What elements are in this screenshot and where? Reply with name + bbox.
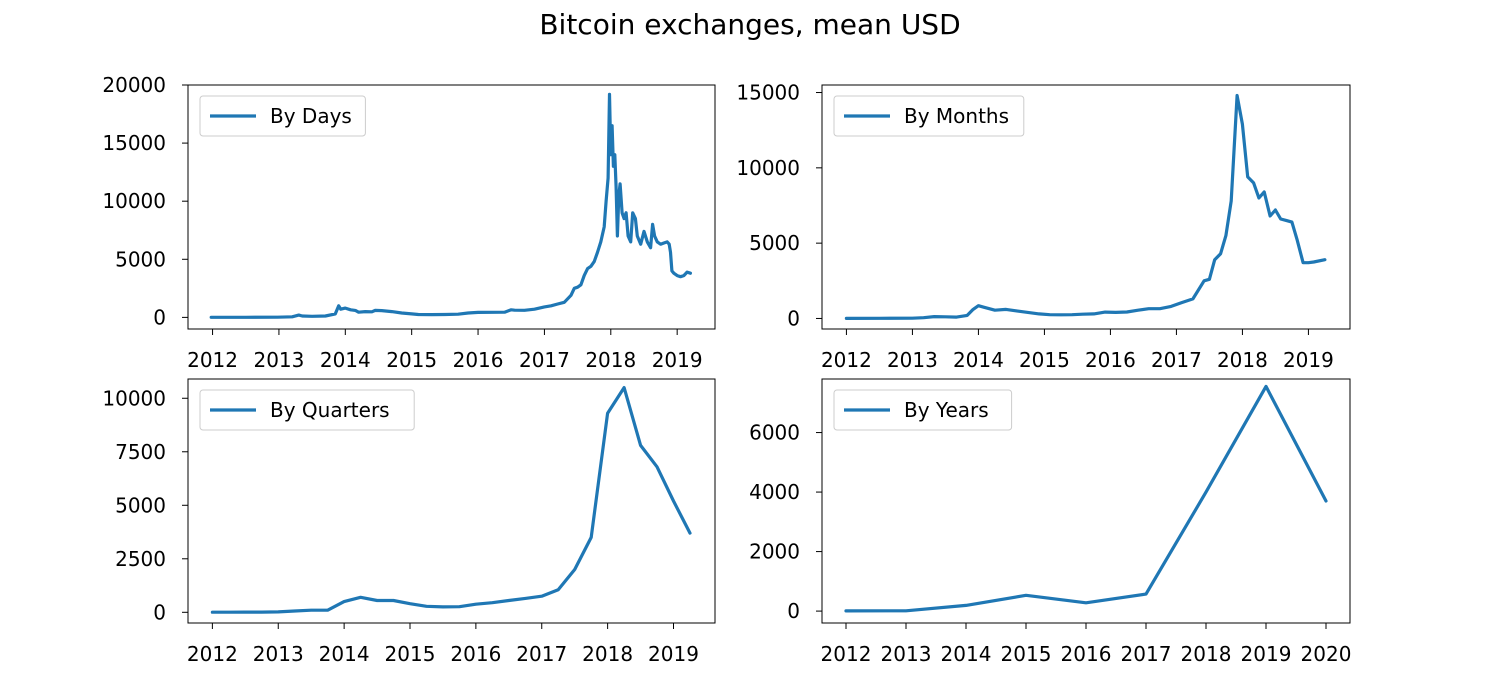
chart-by-years: 2012 2013 2014 2015 2016 2017 2018 2019 2020 0 200… xyxy=(749,378,1352,666)
series-line xyxy=(210,386,692,614)
x-tick-label: 2016 xyxy=(1061,642,1112,666)
y-tick-label: 10000 xyxy=(736,156,800,180)
plot-frame xyxy=(187,84,716,330)
y-tick-label: 20000 xyxy=(102,73,166,97)
x-tick-label: 2018 xyxy=(585,348,636,372)
x-tick-label: 2014 xyxy=(319,642,370,666)
x-tick-label: 2016 xyxy=(1085,348,1136,372)
series-line xyxy=(844,384,1328,613)
legend xyxy=(833,389,1013,431)
x-tick-label: 2018 xyxy=(1217,348,1268,372)
x-tick-label: 2019 xyxy=(652,348,703,372)
chart-by-days: 2012 2013 2014 2015 2016 2017 2018 2019 0 5000 100… xyxy=(102,73,716,372)
y-tick-label: 0 xyxy=(787,306,800,330)
x-tick-label: 2014 xyxy=(320,348,371,372)
x-tick-label: 2016 xyxy=(450,642,501,666)
y-tick-label: 0 xyxy=(787,599,800,623)
y-tick-label: 10000 xyxy=(102,189,166,213)
series-line xyxy=(209,92,692,319)
legend-label: By Months xyxy=(904,104,1009,128)
legend xyxy=(199,95,366,137)
chart-by-quarters: 2012 2013 2014 2015 2016 2017 2018 2019 0 2500 500… xyxy=(102,378,716,666)
y-tick-label: 15000 xyxy=(102,131,166,155)
legend-label: By Years xyxy=(904,398,989,422)
y-tick-label: 7500 xyxy=(115,440,166,464)
x-tick-label: 2015 xyxy=(1001,642,1052,666)
y-tick-label: 15000 xyxy=(736,81,800,105)
x-tick-label: 2020 xyxy=(1301,642,1352,666)
y-tick-label: 6000 xyxy=(749,421,800,445)
x-tick-label: 2013 xyxy=(253,348,304,372)
x-tick-label: 2017 xyxy=(519,348,570,372)
y-tick-label: 5000 xyxy=(115,493,166,517)
x-tick-label: 2012 xyxy=(821,642,872,666)
plot-frame xyxy=(187,378,716,624)
series-line xyxy=(844,93,1327,320)
x-tick-label: 2015 xyxy=(1019,348,1070,372)
x-tick-label: 2016 xyxy=(453,348,504,372)
x-tick-label: 2015 xyxy=(386,348,437,372)
legend xyxy=(833,95,1025,137)
x-tick-label: 2012 xyxy=(187,348,238,372)
y-tick-label: 0 xyxy=(153,600,166,624)
y-tick-label: 0 xyxy=(153,305,166,329)
x-tick-label: 2013 xyxy=(887,348,938,372)
x-tick-label: 2019 xyxy=(648,642,699,666)
legend xyxy=(199,389,415,431)
legend-label: By Quarters xyxy=(270,398,390,422)
x-tick-label: 2017 xyxy=(1151,348,1202,372)
x-tick-label: 2018 xyxy=(1181,642,1232,666)
legend-label: By Days xyxy=(270,104,352,128)
x-tick-label: 2014 xyxy=(953,348,1004,372)
y-tick-label: 10000 xyxy=(102,386,166,410)
x-tick-label: 2015 xyxy=(385,642,436,666)
figure-title: Bitcoin exchanges, mean USD xyxy=(539,8,961,41)
y-tick-label: 4000 xyxy=(749,480,800,504)
x-tick-label: 2019 xyxy=(1241,642,1292,666)
y-tick-label: 5000 xyxy=(115,247,166,271)
x-tick-label: 2012 xyxy=(187,642,238,666)
x-tick-label: 2017 xyxy=(1121,642,1172,666)
chart-by-months: 2012 2013 2014 2015 2016 2017 2018 2019 0 5000 100… xyxy=(736,81,1351,372)
y-tick-label: 2000 xyxy=(749,540,800,564)
x-tick-label: 2013 xyxy=(253,642,304,666)
y-tick-label: 5000 xyxy=(749,231,800,255)
x-tick-label: 2013 xyxy=(881,642,932,666)
plot-frame xyxy=(821,84,1351,330)
y-tick-label: 2500 xyxy=(115,547,166,571)
x-tick-label: 2014 xyxy=(941,642,992,666)
x-tick-label: 2012 xyxy=(821,348,872,372)
x-tick-label: 2018 xyxy=(582,642,633,666)
x-tick-label: 2017 xyxy=(516,642,567,666)
x-tick-label: 2019 xyxy=(1283,348,1334,372)
